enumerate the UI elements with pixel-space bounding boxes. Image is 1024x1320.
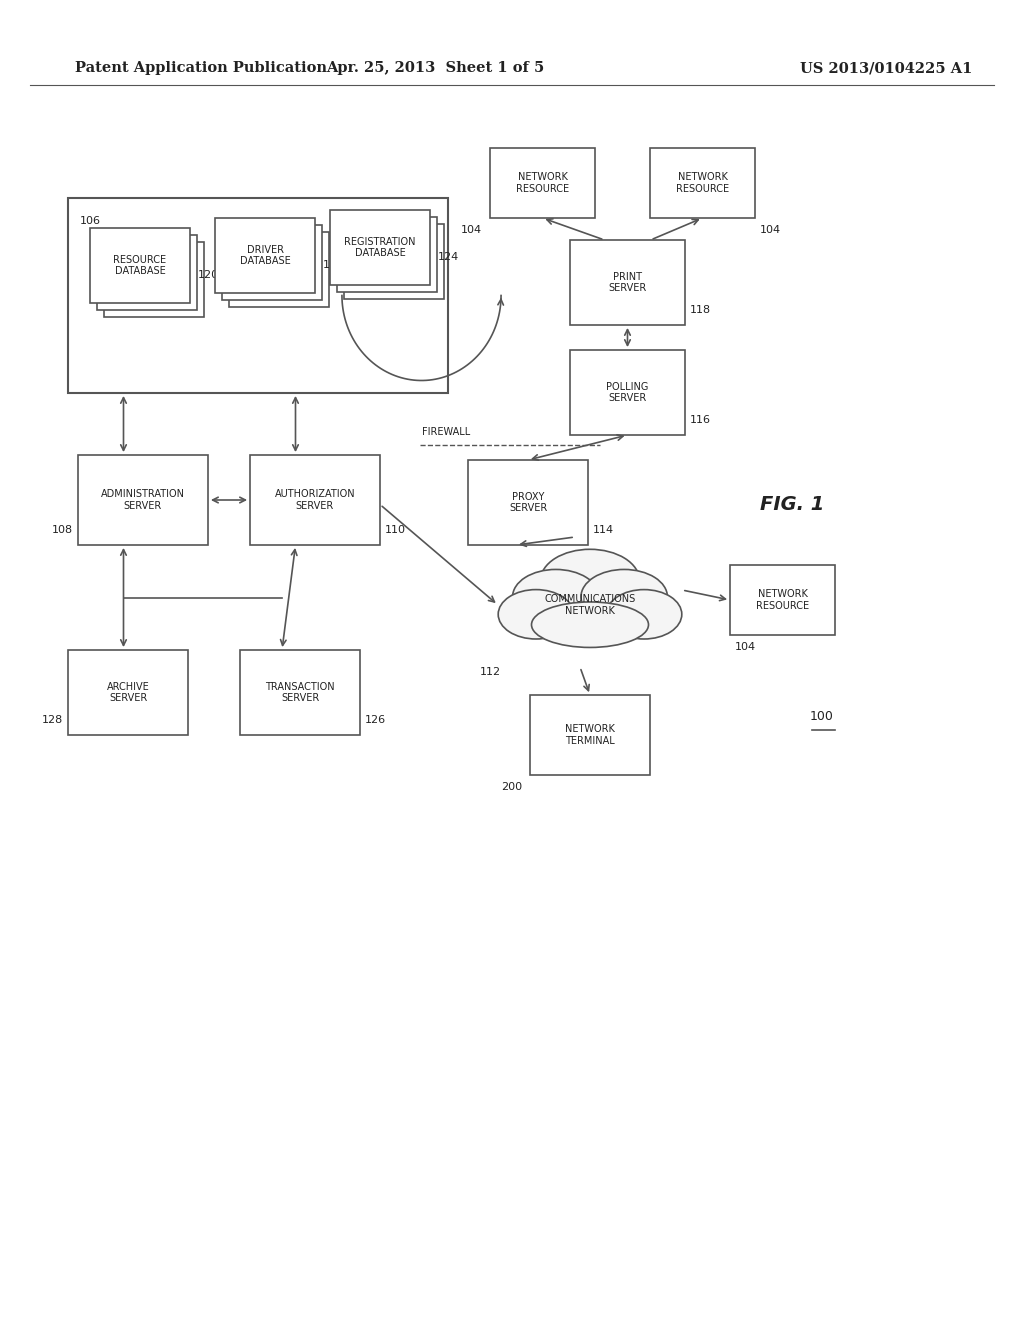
FancyBboxPatch shape: [337, 216, 437, 292]
FancyBboxPatch shape: [730, 565, 835, 635]
FancyBboxPatch shape: [570, 350, 685, 436]
Text: PROXY
SERVER: PROXY SERVER: [509, 492, 547, 513]
Text: 106: 106: [80, 216, 101, 226]
Text: US 2013/0104225 A1: US 2013/0104225 A1: [800, 61, 973, 75]
Ellipse shape: [499, 590, 573, 639]
Text: NETWORK
RESOURCE: NETWORK RESOURCE: [756, 589, 809, 611]
Text: 200: 200: [501, 781, 522, 792]
Text: 104: 104: [461, 224, 482, 235]
Ellipse shape: [541, 549, 640, 611]
Text: 108: 108: [52, 525, 73, 535]
Text: 104: 104: [760, 224, 781, 235]
Text: ARCHIVE
SERVER: ARCHIVE SERVER: [106, 681, 150, 704]
Text: 124: 124: [438, 252, 459, 263]
FancyBboxPatch shape: [250, 455, 380, 545]
Text: 126: 126: [365, 715, 386, 725]
Text: DRIVER
DATABASE: DRIVER DATABASE: [240, 244, 291, 267]
Text: COMMUNICATIONS
NETWORK: COMMUNICATIONS NETWORK: [545, 594, 636, 616]
Text: RESOURCE
DATABASE: RESOURCE DATABASE: [114, 255, 167, 276]
Text: 112: 112: [480, 667, 501, 677]
FancyBboxPatch shape: [330, 210, 430, 285]
Ellipse shape: [606, 590, 682, 639]
FancyBboxPatch shape: [468, 459, 588, 545]
FancyBboxPatch shape: [68, 649, 188, 735]
Text: 116: 116: [690, 414, 711, 425]
Text: TRANSACTION
SERVER: TRANSACTION SERVER: [265, 681, 335, 704]
Text: 128: 128: [42, 715, 63, 725]
FancyBboxPatch shape: [215, 218, 315, 293]
FancyBboxPatch shape: [97, 235, 197, 310]
Text: 118: 118: [690, 305, 711, 315]
Text: Patent Application Publication: Patent Application Publication: [75, 61, 327, 75]
Text: 104: 104: [735, 642, 756, 652]
FancyBboxPatch shape: [68, 198, 449, 393]
Text: 114: 114: [593, 525, 614, 535]
FancyBboxPatch shape: [90, 228, 190, 304]
FancyBboxPatch shape: [490, 148, 595, 218]
Text: POLLING
SERVER: POLLING SERVER: [606, 381, 648, 404]
Ellipse shape: [513, 569, 599, 624]
Text: NETWORK
RESOURCE: NETWORK RESOURCE: [516, 172, 569, 194]
FancyBboxPatch shape: [104, 242, 204, 317]
FancyBboxPatch shape: [570, 240, 685, 325]
Text: 100: 100: [810, 710, 834, 723]
Text: FIG. 1: FIG. 1: [760, 495, 824, 513]
FancyBboxPatch shape: [344, 224, 444, 300]
Text: NETWORK
TERMINAL: NETWORK TERMINAL: [565, 725, 615, 746]
Text: 122: 122: [323, 260, 344, 271]
Text: 120: 120: [198, 271, 219, 281]
Text: 110: 110: [385, 525, 406, 535]
FancyBboxPatch shape: [78, 455, 208, 545]
FancyBboxPatch shape: [650, 148, 755, 218]
Text: Apr. 25, 2013  Sheet 1 of 5: Apr. 25, 2013 Sheet 1 of 5: [326, 61, 544, 75]
Text: ADMINISTRATION
SERVER: ADMINISTRATION SERVER: [101, 490, 185, 511]
FancyBboxPatch shape: [229, 232, 329, 308]
Ellipse shape: [581, 569, 668, 624]
Text: PRINT
SERVER: PRINT SERVER: [608, 272, 646, 293]
FancyBboxPatch shape: [240, 649, 360, 735]
Text: AUTHORIZATION
SERVER: AUTHORIZATION SERVER: [274, 490, 355, 511]
Ellipse shape: [531, 602, 648, 647]
FancyBboxPatch shape: [530, 696, 650, 775]
Text: REGISTRATION
DATABASE: REGISTRATION DATABASE: [344, 236, 416, 259]
FancyBboxPatch shape: [222, 224, 322, 300]
Text: NETWORK
RESOURCE: NETWORK RESOURCE: [676, 172, 729, 194]
Text: FIREWALL: FIREWALL: [422, 426, 470, 437]
